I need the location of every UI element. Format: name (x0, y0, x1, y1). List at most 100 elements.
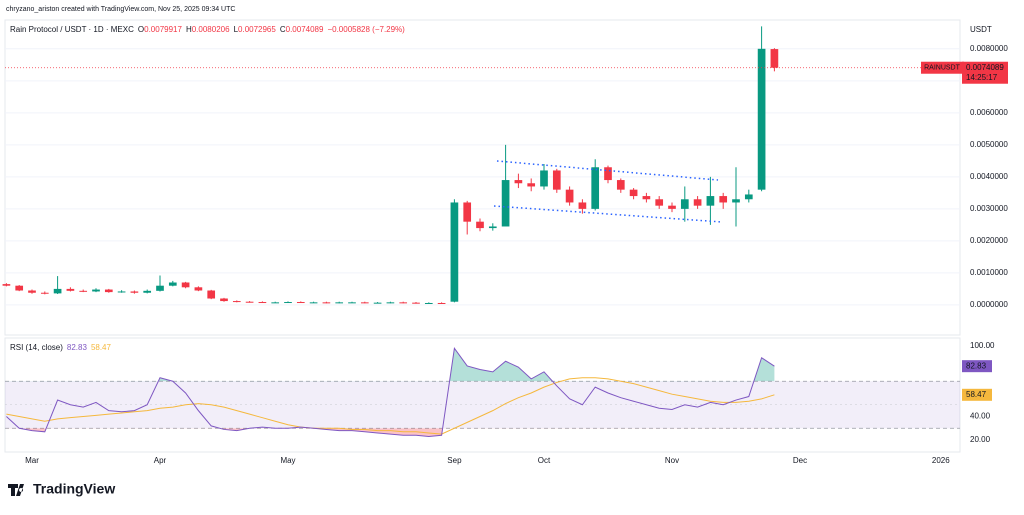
x-tick-label: Sep (447, 456, 462, 465)
rsi-ma-line (6, 377, 775, 435)
ohlc-value: 0.0074089 (286, 25, 324, 34)
candle-body (373, 302, 382, 304)
countdown: 14:25:17 (966, 73, 998, 82)
rsi-value-label: 82.83 (966, 361, 987, 370)
candle-body (207, 290, 216, 299)
candle-body (92, 289, 100, 292)
rsi-line (6, 347, 775, 437)
candle-body (181, 282, 190, 288)
rsi-legend: RSI (14, close) 82.83 58.47 (10, 343, 112, 352)
candle-body (412, 302, 420, 304)
candle-body (514, 180, 523, 184)
candle-body (309, 302, 318, 304)
rsi-value-label: 58.47 (966, 390, 987, 399)
candle-body (578, 202, 587, 209)
candle-body (143, 290, 152, 293)
candle-body (360, 302, 369, 304)
price-label: 0.0074089 (966, 63, 1004, 72)
ohlc-value: 0.0079917 (144, 25, 182, 34)
y-tick-label: 0.0040000 (970, 172, 1008, 181)
rsi-value-box (962, 360, 992, 373)
candle-body (476, 221, 484, 229)
candle-body (527, 183, 536, 187)
candle-body (488, 226, 497, 229)
channel-lower (493, 205, 723, 223)
candle-body (296, 302, 305, 304)
x-tick-label: May (280, 456, 295, 465)
price-pane (4, 19, 961, 336)
candle-body (156, 285, 164, 291)
candle-body (194, 287, 203, 291)
candle-body (591, 167, 600, 209)
candle-body (565, 189, 574, 203)
price-unit: USDT (970, 25, 992, 34)
candle-body (245, 301, 254, 303)
y-tick-label: 0.0060000 (970, 108, 1008, 117)
candle-body (2, 284, 11, 286)
logo-text: TradingView (33, 481, 115, 497)
rsi-pane (4, 337, 961, 453)
candle-body (220, 298, 228, 302)
attribution: chryzano_ariston created with TradingVie… (6, 6, 235, 13)
candle-body (668, 205, 676, 209)
logo-mark (8, 484, 24, 496)
candle-body (706, 196, 715, 206)
rsi-tick-label: 20.00 (970, 435, 991, 444)
candle-body (258, 302, 267, 304)
candle-body (322, 302, 331, 304)
channel-upper (496, 160, 719, 181)
candle-body (616, 180, 625, 190)
rsi-tick-label: 40.00 (970, 412, 991, 421)
ohlc-label: C (280, 25, 286, 34)
legend-text: Rain Protocol / USDT · 1D · MEXC O0.00799… (10, 25, 405, 34)
y-tick-label: 0.0030000 (970, 204, 1008, 213)
ohlc-label: L (234, 25, 239, 34)
x-tick-label: 2026 (932, 456, 950, 465)
x-tick-label: Nov (665, 456, 679, 465)
symbol-label: RAINUSDT (924, 65, 961, 72)
candle-body (642, 196, 651, 200)
y-tick-label: 0.0050000 (970, 140, 1008, 149)
candle-body (386, 302, 395, 304)
ohlc-value: 0.0072965 (238, 25, 276, 34)
candle-body (463, 202, 472, 222)
candle-body (130, 291, 139, 293)
candle-body (693, 199, 702, 206)
x-tick-label: Dec (793, 456, 807, 465)
candle-body (450, 202, 459, 302)
x-tick-label: Apr (154, 456, 167, 465)
change: −0.0005828 (−7.29%) (327, 25, 405, 34)
candle-body (117, 291, 126, 293)
candle-body (66, 288, 75, 291)
oversold-fill (6, 428, 775, 437)
ohlc-value: 0.0080206 (192, 25, 230, 34)
x-tick-label: Oct (538, 456, 551, 465)
candle-body (168, 282, 177, 286)
candle-body (719, 196, 728, 203)
price-box (962, 61, 1008, 84)
logo: TradingView (8, 481, 115, 497)
candle-body (655, 199, 664, 206)
candle-body (79, 290, 88, 292)
y-tick-label: 0.0000000 (970, 300, 1008, 309)
symbol-title: Rain Protocol / USDT · 1D · MEXC (10, 25, 134, 34)
rsi-value-box (962, 388, 992, 401)
y-tick-label: 0.0020000 (970, 236, 1008, 245)
candle-body (53, 288, 62, 294)
candle-body (437, 302, 446, 304)
candle-body (744, 194, 753, 200)
candle-body (104, 289, 113, 293)
y-tick-label: 0.0080000 (970, 44, 1008, 53)
candle-body (28, 290, 36, 293)
candle-body (604, 167, 612, 181)
rsi-tick-label: 100.00 (970, 341, 995, 350)
candle-body (629, 189, 638, 197)
candle-body (424, 302, 433, 304)
candle-body (732, 199, 740, 203)
candle-body (757, 48, 766, 190)
candle-body (15, 285, 24, 291)
candle-body (540, 170, 548, 187)
ohlc-label: H (186, 25, 192, 34)
